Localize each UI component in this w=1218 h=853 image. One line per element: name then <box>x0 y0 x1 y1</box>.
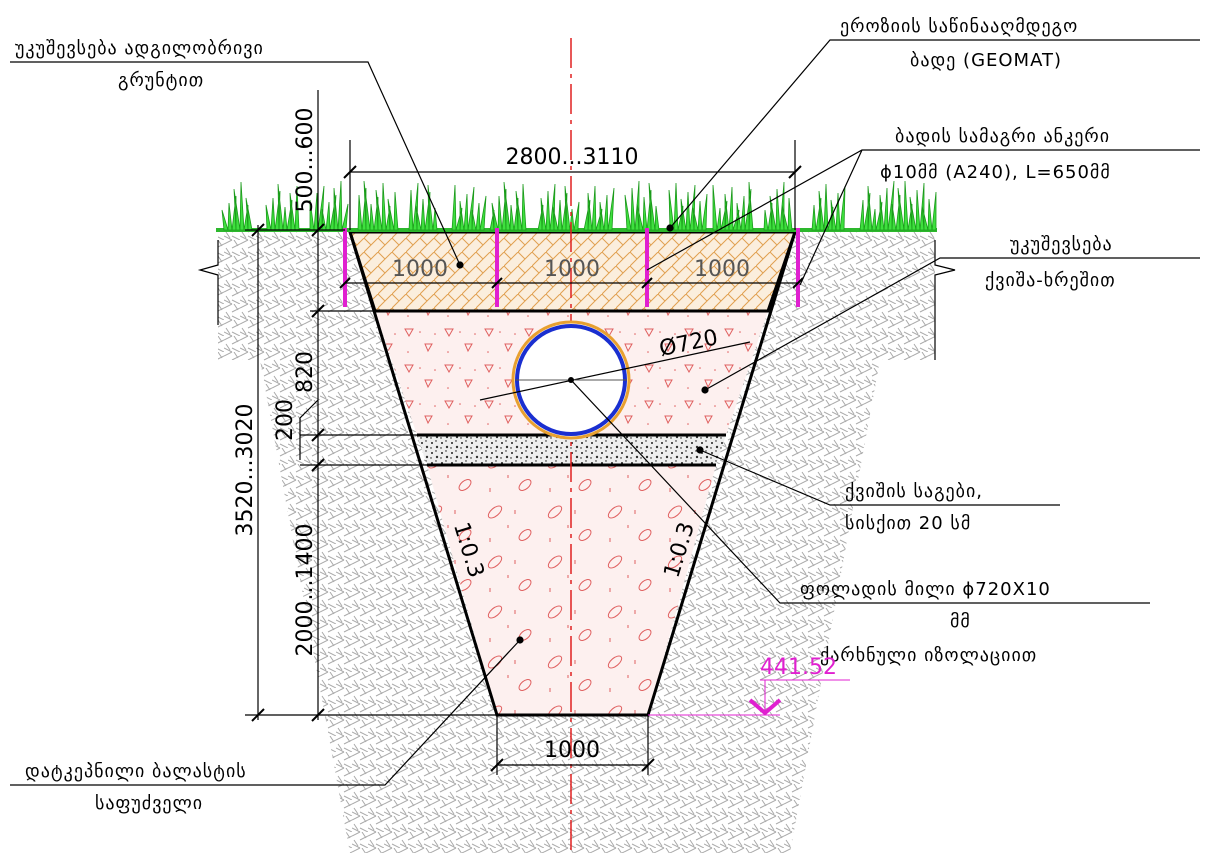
grass-clump <box>409 183 437 230</box>
trench-section: უკუშევსება ადგილობრივი გრუნტით ეროზიის ს… <box>0 0 1218 853</box>
elevation-text: 441.52 <box>760 655 837 680</box>
grass-clump <box>713 182 753 230</box>
label: ქვიშა-ხრეშით <box>985 270 1116 291</box>
grass-clump <box>764 182 792 230</box>
label: ქვიშის საგები, <box>845 481 983 502</box>
label: ბადის სამაგრი ანკერი <box>895 126 1110 147</box>
label: ქარხნული იზოლაციით <box>820 645 1037 666</box>
dim-text: 1000 <box>694 257 750 282</box>
label: ეროზიის საწინააღმდეგო <box>840 16 1078 37</box>
dim-text: 1000 <box>392 257 448 282</box>
grass-clump <box>584 186 614 230</box>
label: მმ <box>950 611 971 632</box>
dim-text: 500...600 <box>293 108 318 213</box>
label: საფუძველი <box>95 793 203 814</box>
dim-text: 2800...3110 <box>506 145 639 170</box>
label: უკუშევსება ადგილობრივი <box>15 38 264 59</box>
grass-clump <box>896 181 936 230</box>
dim-text: 820 <box>293 351 318 393</box>
grass-clump <box>452 185 486 230</box>
label: უკუშევსება <box>1010 234 1113 255</box>
label: დატკეპნილი ბალასტის <box>25 761 247 782</box>
grass-clump <box>860 181 896 230</box>
grass-clump <box>538 184 579 230</box>
grass-clump <box>625 181 659 230</box>
label: ფოლადის მილი ϕ720X10 <box>800 579 1051 600</box>
grass-clump <box>490 182 526 230</box>
label: გრუნტით <box>118 70 204 91</box>
dim-text: 2000...1400 <box>293 524 318 657</box>
grass-clump <box>222 182 252 230</box>
dim-text: 200 <box>273 399 298 441</box>
dim-text: 3520...3020 <box>233 404 258 537</box>
label: ბადე (GEOMAT) <box>910 50 1062 71</box>
dim-text: 1000 <box>544 257 600 282</box>
dim-text: 1000 <box>544 738 600 763</box>
grass-clump <box>358 181 398 230</box>
label: ϕ10მმ (A240), L=650მმ <box>880 162 1111 183</box>
label: სისქით 20 სმ <box>845 513 971 534</box>
